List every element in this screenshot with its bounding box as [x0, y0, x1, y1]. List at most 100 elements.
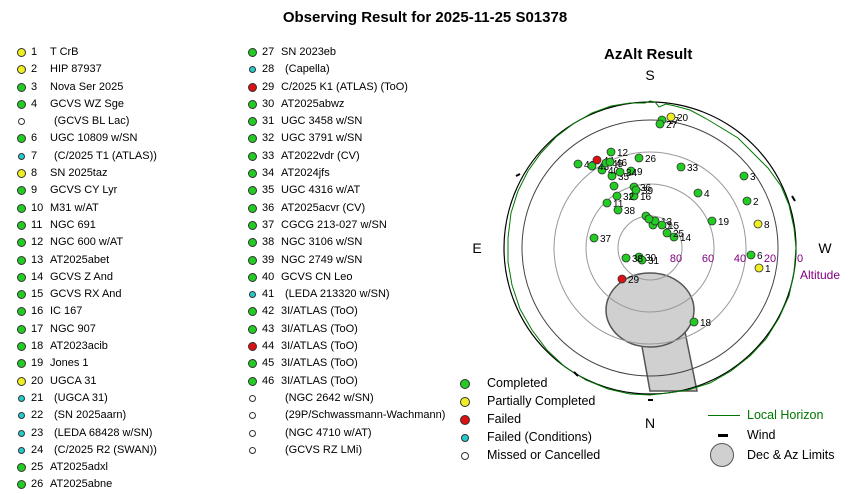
plot-point-label: 18 — [700, 318, 712, 329]
target-name: C/2025 K1 (ATLAS) (ToO) — [281, 80, 408, 93]
plot-point-label: 39 — [642, 186, 654, 197]
target-number: 6 — [31, 132, 38, 145]
plot-point-label: 30 — [645, 253, 657, 264]
status-dot-icon — [248, 342, 257, 352]
plot-point — [746, 250, 756, 260]
status-dot-icon — [248, 220, 257, 230]
status-dot-icon — [248, 272, 257, 282]
target-name: 3I/ATLAS (ToO) — [281, 357, 358, 370]
plot-point — [615, 167, 625, 177]
plot-point-label: 19 — [718, 217, 730, 228]
target-name: 3I/ATLAS (ToO) — [281, 374, 358, 387]
target-name: UGC 3458 w/SN — [281, 115, 363, 128]
plot-point — [587, 161, 597, 171]
status-dot-icon — [17, 255, 26, 265]
plot-point-label: 8 — [764, 220, 770, 231]
plot-point — [669, 232, 679, 242]
status-dot-icon — [18, 152, 25, 160]
plot-point-label: 36 — [640, 183, 652, 194]
status-dot-icon — [17, 290, 26, 300]
target-name: SN 2025taz — [50, 167, 108, 180]
status-dot-icon — [17, 307, 26, 317]
target-number: 23 — [31, 426, 44, 439]
plot-point-label: 12 — [617, 148, 629, 159]
plot-point-label: 29 — [628, 275, 640, 286]
target-name: (C/2025 R2 (SWAN)) — [54, 443, 157, 456]
target-number: 29 — [262, 80, 275, 93]
target-name: IC 167 — [50, 305, 83, 318]
legend-wind-icon — [718, 434, 728, 437]
plot-point-label: 13 — [661, 217, 673, 228]
status-dot-icon — [248, 238, 257, 248]
target-name: GCVS WZ Sge — [50, 97, 124, 110]
status-dot-icon — [17, 238, 26, 248]
status-dot-icon — [18, 429, 25, 437]
status-dot-icon — [17, 134, 26, 144]
target-name: AT2025acvr (CV) — [281, 201, 366, 214]
target-name: (Capella) — [285, 63, 330, 76]
plot-point-label: 1 — [765, 264, 771, 275]
plot-point — [753, 219, 763, 229]
target-name: 3I/ATLAS (ToO) — [281, 322, 358, 335]
target-name: UGC 10809 w/SN — [50, 132, 138, 145]
target-number: 37 — [262, 218, 275, 231]
plot-point-label: 45 — [612, 159, 624, 170]
plot-point-label: 2 — [753, 197, 759, 208]
status-dot-icon — [249, 394, 256, 402]
altitude-axis-label: Altitude — [800, 268, 840, 282]
target-number: 14 — [31, 270, 44, 283]
status-dot-icon — [248, 376, 257, 386]
plot-point — [606, 147, 616, 157]
legend: Completed Partially Completed Failed Fai… — [455, 375, 850, 475]
target-number: 25 — [31, 461, 44, 474]
target-name: NGC 600 w/AT — [50, 236, 124, 249]
target-number: 41 — [262, 288, 275, 301]
plot-point-label: 38 — [632, 254, 644, 265]
legend-limits: Dec & Az Limits — [747, 448, 835, 462]
target-name: 3I/ATLAS (ToO) — [281, 305, 358, 318]
target-number: 40 — [262, 270, 275, 283]
target-name: (29P/Schwassmann-Wachmann) — [285, 409, 446, 422]
plot-point-label: 20 — [677, 113, 689, 124]
status-dot-icon — [17, 272, 26, 282]
target-name: T CrB — [50, 46, 79, 58]
legend-missed: Missed or Cancelled — [487, 448, 601, 462]
direction-west: W — [818, 240, 832, 256]
target-name: AT2025abwz — [281, 97, 345, 110]
status-dot-icon — [17, 324, 26, 334]
plot-point-label: 17 — [668, 116, 680, 127]
plot-point — [607, 171, 617, 181]
status-dot-icon — [248, 324, 257, 334]
plot-point — [609, 181, 619, 191]
plot-point-label: 31 — [648, 256, 660, 267]
ring-label: 60 — [702, 253, 714, 265]
status-dot-icon — [17, 203, 26, 213]
plot-point — [626, 166, 636, 176]
target-number: 21 — [31, 391, 44, 404]
status-dot-icon — [248, 169, 257, 179]
target-name: Jones 1 — [50, 357, 89, 370]
status-dot-icon — [248, 99, 257, 109]
target-name: (GCVS BL Lac) — [54, 115, 130, 128]
plot-point — [662, 228, 672, 238]
legend-partial-dot — [460, 397, 470, 407]
target-number: 1 — [31, 46, 38, 58]
plot-point — [612, 191, 622, 201]
plot-point-label: 37 — [600, 234, 612, 245]
plot-point — [634, 153, 644, 163]
plot-point — [621, 253, 631, 263]
target-number: 24 — [31, 443, 44, 456]
legend-completed: Completed — [487, 376, 548, 390]
ring-label: 40 — [734, 253, 746, 265]
direction-east: E — [472, 240, 481, 256]
ring-label: 0 — [797, 253, 803, 265]
target-name: 3I/ATLAS (ToO) — [281, 340, 358, 353]
plot-point — [689, 317, 699, 327]
status-dot-icon — [17, 169, 26, 179]
legend-failed-conditions-dot — [461, 434, 469, 442]
target-number: 28 — [262, 63, 275, 76]
target-name: SN 2023eb — [281, 46, 337, 58]
plot-point-label: 33 — [687, 163, 699, 174]
plot-point — [657, 220, 667, 230]
